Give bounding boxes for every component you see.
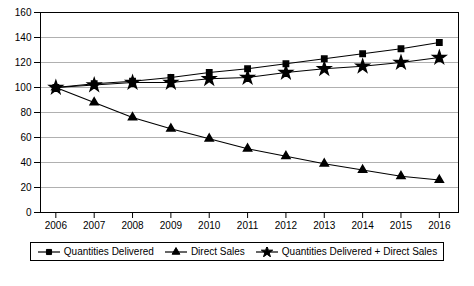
svg-text:2011: 2011 xyxy=(237,220,259,231)
svg-text:100: 100 xyxy=(15,82,32,93)
svg-text:160: 160 xyxy=(15,7,32,18)
svg-text:140: 140 xyxy=(15,32,32,43)
svg-text:60: 60 xyxy=(20,132,32,143)
svg-text:120: 120 xyxy=(15,57,32,68)
svg-text:80: 80 xyxy=(20,107,32,118)
svg-text:20: 20 xyxy=(20,182,32,193)
svg-text:2006: 2006 xyxy=(45,220,68,231)
svg-text:2013: 2013 xyxy=(313,220,336,231)
svg-text:2007: 2007 xyxy=(83,220,106,231)
svg-text:2016: 2016 xyxy=(428,220,451,231)
svg-text:2015: 2015 xyxy=(390,220,413,231)
svg-text:2009: 2009 xyxy=(160,220,183,231)
svg-text:2014: 2014 xyxy=(352,220,375,231)
svg-text:40: 40 xyxy=(20,157,32,168)
svg-text:2010: 2010 xyxy=(198,220,221,231)
svg-text:2008: 2008 xyxy=(121,220,144,231)
svg-text:2012: 2012 xyxy=(275,220,298,231)
html-text:Direct Sales: Direct Sales xyxy=(190,246,245,257)
svg-text:0: 0 xyxy=(26,207,32,218)
html-text:Quantities Delivered + Direct: Quantities Delivered + Direct Sales xyxy=(281,246,438,257)
html-text:Quantities Delivered: Quantities Delivered xyxy=(63,246,154,257)
